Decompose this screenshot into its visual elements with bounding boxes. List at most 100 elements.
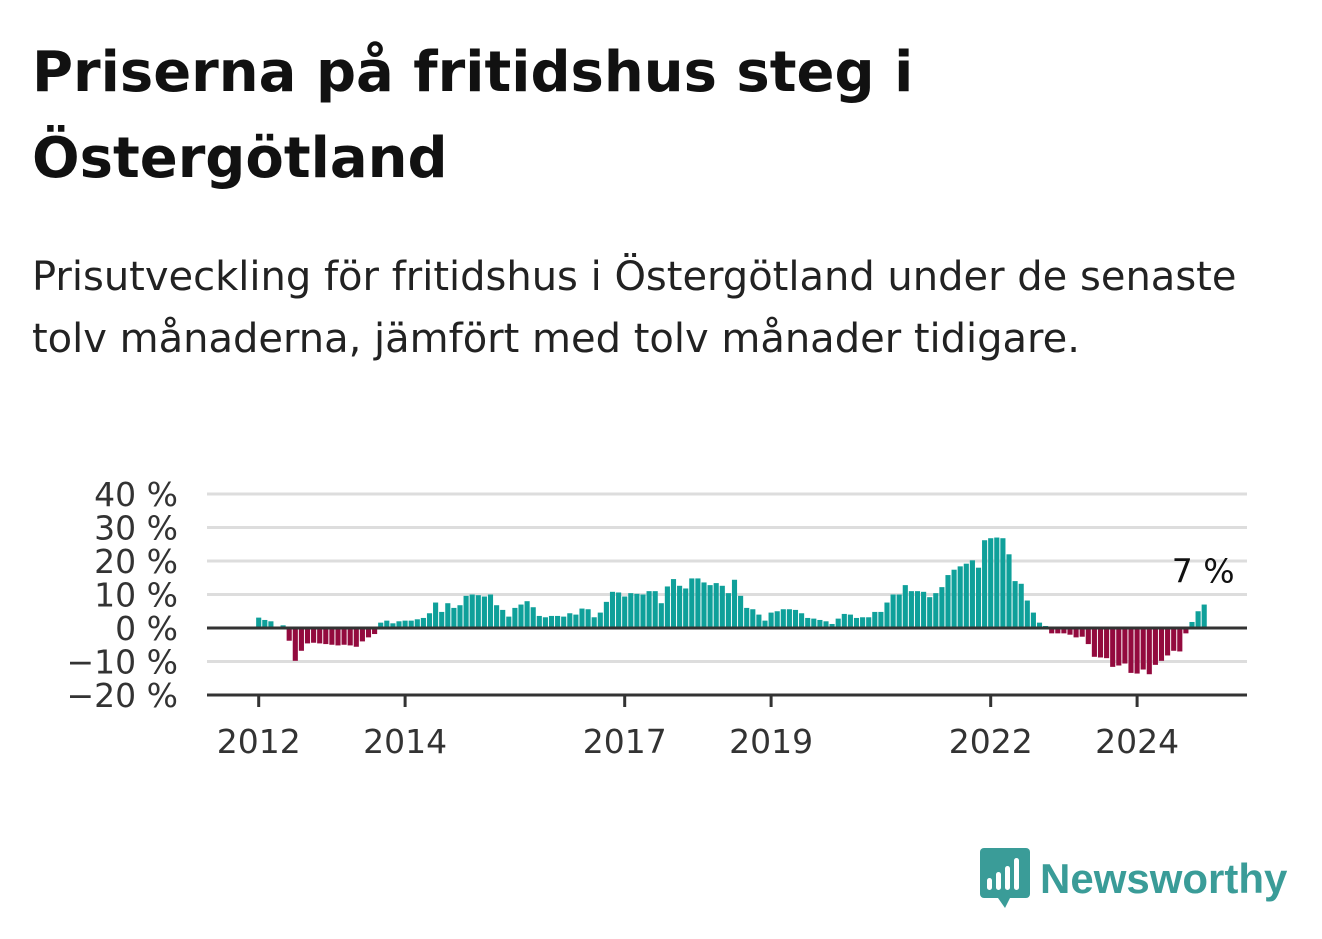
bar-positive: [451, 607, 457, 628]
bar-positive: [652, 591, 658, 628]
bar-positive: [829, 623, 835, 628]
y-tick-label: 20 %: [94, 542, 178, 581]
bar-negative: [1152, 628, 1158, 665]
y-tick-label: −10 %: [67, 643, 179, 682]
bar-negative: [1171, 628, 1177, 651]
bar-positive: [1000, 538, 1006, 628]
bar-positive: [841, 613, 847, 628]
bar-positive: [390, 623, 396, 628]
bar-positive: [1012, 581, 1018, 628]
bar-positive: [542, 617, 548, 628]
bar-negative: [341, 628, 347, 645]
y-tick-label: 30 %: [94, 509, 178, 548]
bar-positive: [426, 613, 433, 628]
bar-positive: [445, 603, 451, 628]
bar-positive: [463, 595, 469, 628]
bar-negative: [298, 628, 304, 651]
bar-positive: [738, 595, 744, 628]
bar-negative: [1134, 628, 1140, 674]
bar-positive: [817, 619, 823, 628]
bar-negative: [1146, 628, 1152, 675]
bar-positive: [512, 607, 518, 628]
y-tick-label: 10 %: [94, 576, 178, 615]
bar-positive: [713, 583, 719, 628]
bar-positive: [969, 560, 975, 628]
bar-positive: [982, 540, 988, 628]
bar-positive: [634, 593, 640, 628]
bar-negative: [1061, 628, 1067, 634]
bar-negative: [335, 628, 341, 646]
x-tick-label: 2022: [949, 722, 1033, 761]
bar-negative: [1079, 628, 1085, 637]
bar-negative: [1085, 628, 1091, 645]
bar-positive: [701, 582, 707, 628]
bar-positive: [603, 601, 609, 628]
bar-positive: [585, 609, 591, 628]
bar-negative: [1091, 628, 1097, 657]
bar-positive: [506, 616, 512, 628]
bar-negative: [1158, 628, 1165, 661]
bar-negative: [1073, 628, 1079, 638]
bar-positive: [860, 617, 866, 628]
bar-positive: [945, 575, 951, 628]
bar-positive: [384, 620, 390, 628]
bar-positive: [530, 607, 536, 628]
bar-positive: [481, 596, 487, 628]
bar-positive: [963, 563, 969, 628]
bar-positive: [744, 607, 750, 628]
bar-positive: [683, 588, 689, 628]
x-tick-label: 2014: [363, 722, 447, 761]
bar-positive: [939, 587, 945, 628]
bar-positive: [457, 605, 463, 628]
bar-positive: [658, 603, 664, 628]
bar-positive: [414, 619, 420, 628]
bar-negative: [286, 628, 292, 641]
x-tick-label: 2019: [729, 722, 813, 761]
bar-positive: [677, 585, 683, 628]
bar-negative: [353, 628, 359, 647]
bar-negative: [1128, 628, 1134, 673]
bar-positive: [805, 617, 811, 628]
bar-positive: [573, 614, 579, 628]
bar-negative: [1122, 628, 1128, 664]
bar-positive: [378, 622, 384, 628]
grid-lines: [207, 492, 1247, 663]
bar-positive: [994, 537, 1000, 628]
bar-positive: [616, 592, 622, 628]
bar-positive: [524, 601, 530, 628]
x-tick-label: 2024: [1095, 722, 1179, 761]
bar-positive: [1030, 612, 1036, 628]
bar-positive: [884, 602, 890, 628]
bar-negative: [365, 628, 372, 638]
y-tick-label: 0 %: [115, 609, 178, 648]
newsworthy-logo-icon: [980, 848, 1030, 908]
bars: [256, 537, 1207, 675]
bar-positive: [786, 609, 792, 628]
bar-positive: [420, 617, 426, 628]
bar-positive: [536, 615, 542, 628]
bar-positive: [475, 595, 481, 628]
bar-positive: [811, 618, 817, 628]
bar-positive: [878, 611, 884, 628]
bar-positive: [780, 609, 786, 628]
newsworthy-logo: Newsworthy: [980, 848, 1287, 910]
bar-positive: [1006, 554, 1012, 628]
bar-positive: [500, 609, 506, 628]
chart-title: Priserna på fritidshus steg i Östergötla…: [32, 40, 914, 191]
bar-positive: [927, 597, 933, 628]
bar-positive: [640, 594, 646, 628]
bar-negative: [304, 628, 311, 644]
bar-positive: [835, 618, 841, 628]
bar-positive: [262, 619, 268, 628]
bar-positive: [719, 585, 725, 628]
last-value-label: 7 %: [1172, 552, 1235, 591]
bar-positive: [847, 614, 853, 628]
bar-negative: [1110, 628, 1116, 667]
bar-positive: [561, 616, 567, 628]
y-tick-label: −20 %: [67, 676, 179, 715]
x-axis-labels: 2012 2014 2017 2019 2022 2024: [217, 695, 1179, 761]
bar-negative: [323, 628, 329, 645]
bar-positive: [792, 609, 799, 628]
x-tick-label: 2012: [217, 722, 301, 761]
bar-positive: [591, 617, 597, 628]
